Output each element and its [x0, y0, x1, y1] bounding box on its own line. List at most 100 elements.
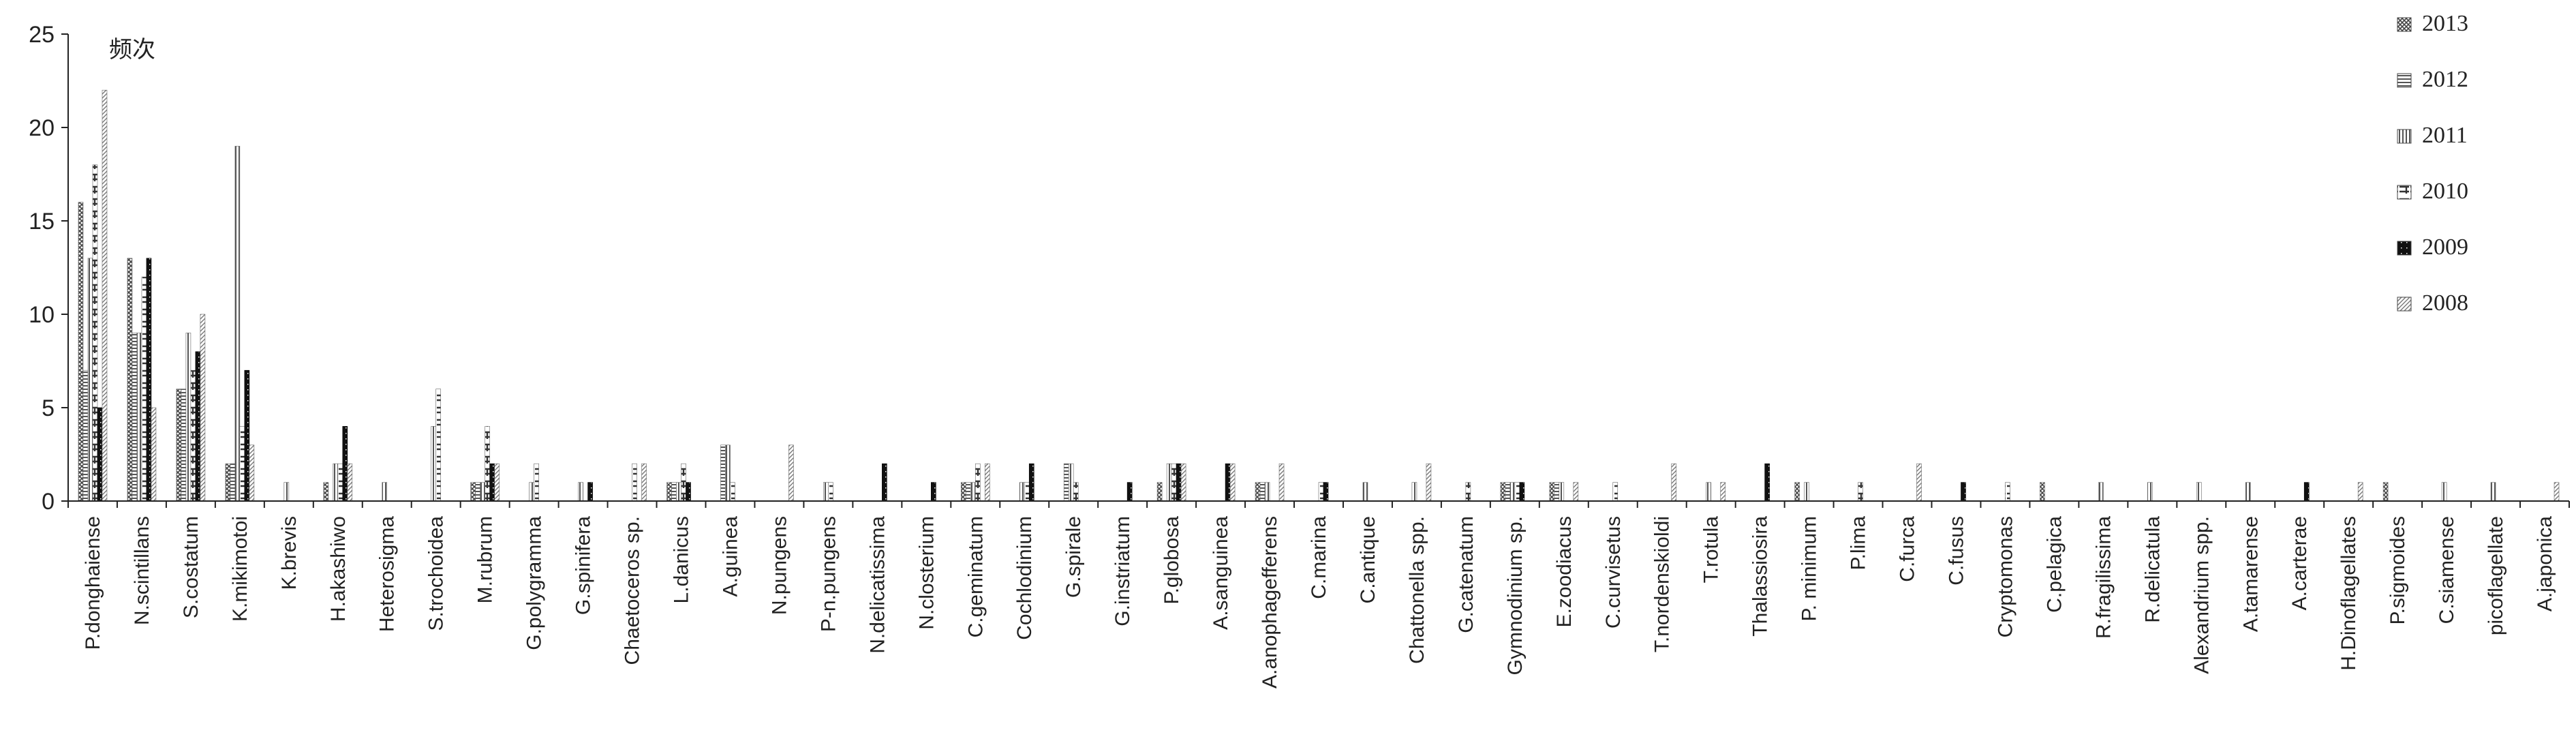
bar-2013-p-donghaiense	[78, 202, 84, 502]
bar-2010-p-n-pungens	[828, 482, 833, 502]
bar-2011-p-n-pungens	[823, 482, 829, 502]
bar-2009-c-fusus	[1961, 482, 1966, 502]
bar-2011-gymnodinium-sp	[1509, 482, 1516, 502]
x-tick-label-c-marina: C.marina	[1308, 516, 1330, 599]
bar-2011-c-antique	[1362, 482, 1368, 502]
bar-2012-p-donghaiense	[82, 369, 89, 502]
x-tick-label-t-rotula: T.rotula	[1700, 516, 1723, 584]
x-tick-label-r-delicatula: R.delicatula	[2141, 516, 2164, 623]
bar-2011-n-scintillans	[136, 333, 142, 502]
legend-label-2008: 2008	[2422, 290, 2468, 316]
x-tick-label-n-closterium: N.closterium	[915, 516, 938, 630]
x-tick-label-heterosigma: Heterosigma	[376, 516, 399, 632]
x-tick-label-a-japonica: A.japonica	[2534, 516, 2556, 611]
bar-2009-l-danicus	[686, 482, 691, 502]
bar-2012-a-anophagefferens	[1259, 482, 1266, 502]
bar-2011-e-zoodiacus	[1559, 482, 1565, 502]
x-tick-label-p-donghaiense: P.donghaiense	[82, 516, 104, 650]
x-tick-label-g-spinifera: G.spinifera	[572, 516, 595, 615]
bar-2009-a-sanguinea	[1225, 463, 1231, 502]
bar-2013-k-mikimotoi	[225, 463, 231, 502]
bar-2009-cochlodinium	[1028, 463, 1034, 502]
x-tick-label-gymnodinium-sp: Gymnodinium sp.	[1504, 516, 1527, 675]
bar-2009-n-scintillans	[146, 258, 152, 502]
x-tick-label-a-guinea: A.guinea	[719, 516, 741, 597]
bar-2011-p-minimum	[1804, 482, 1809, 502]
x-tick-label-c-geminatum: C.geminatum	[964, 516, 987, 637]
x-tick-label-a-anophagefferens: A.anophagefferens	[1259, 516, 1281, 689]
bar-2011-r-fragilissima	[2098, 482, 2104, 502]
bar-2013-a-anophagefferens	[1255, 482, 1261, 502]
bar-2010-chaetoceros-sp	[632, 463, 637, 502]
bar-2011-a-tamarense	[2245, 482, 2251, 502]
bar-2011-picoflagellate	[2490, 482, 2496, 502]
x-tick-label-g-catenatum: G.catenatum	[1455, 516, 1477, 633]
bar-2008-t-rotula	[1720, 482, 1726, 502]
bar-2013-e-zoodiacus	[1549, 482, 1555, 502]
y-tick-label: 10	[29, 302, 55, 328]
bar-2012-g-spirale	[1063, 463, 1069, 502]
bar-2010-c-marina	[1318, 482, 1324, 502]
bar-2011-k-mikimotoi	[234, 146, 241, 502]
bar-2009-gymnodinium-sp	[1519, 482, 1525, 502]
bar-2011-g-polygramma	[529, 482, 534, 502]
x-ticks: P.donghaiense N.scintillans S.costatum K.mi…	[67, 501, 2570, 689]
x-tick-label-h-akashiwo: H.akashiwo	[327, 516, 350, 622]
bar-2009-thalassiosira	[1764, 463, 1770, 502]
x-tick-label-l-danicus: L.danicus	[671, 516, 693, 603]
legend-item-2012: 2012	[2397, 67, 2468, 92]
bar-2011-heterosigma	[382, 482, 388, 502]
bar-2009-m-rubrum	[489, 463, 495, 502]
bar-2009-g-spinifera	[587, 482, 593, 502]
x-tick-label-thalassiosira: Thalassiosira	[1749, 516, 1772, 637]
bar-2010-k-mikimotoi	[239, 426, 245, 502]
bar-2011-r-delicatula	[2147, 482, 2153, 502]
bar-2012-m-rubrum	[475, 482, 480, 502]
bar-2013-p-sigmoides	[2382, 482, 2389, 502]
x-tick-label-a-sanguinea: A.sanguinea	[1210, 516, 1232, 630]
y-ticks: 0 5 10 15 20 25	[29, 22, 68, 515]
bar-2010-m-rubrum	[485, 426, 490, 502]
bar-2010-l-danicus	[681, 463, 686, 502]
bar-2010-h-akashiwo	[337, 463, 343, 502]
bar-2011-p-globosa	[1166, 463, 1172, 502]
x-tick-label-g-instriatum: G.instriatum	[1111, 516, 1134, 626]
y-tick-label: 5	[42, 395, 55, 421]
x-tick-label-p-lima: P.lima	[1847, 516, 1870, 571]
x-tick-label-k-brevis: K.brevis	[278, 516, 301, 590]
bar-2013-p-minimum	[1794, 482, 1800, 502]
bar-2011-l-danicus	[676, 482, 681, 502]
bar-2011-s-costatum	[185, 333, 191, 502]
y-tick-label: 25	[29, 22, 55, 48]
legend: 2013 2012 2011 2010 2009 2008	[2397, 11, 2468, 316]
x-tick-label-p-sigmoides: P.sigmoides	[2387, 516, 2409, 625]
bar-2008-n-scintillans	[151, 407, 157, 502]
bar-2010-c-curvisetus	[1612, 482, 1619, 502]
x-tick-label-p-minimum: P. minimum	[1798, 516, 1821, 621]
x-tick-label-n-scintillans: N.scintillans	[131, 516, 153, 625]
bar-2013-s-costatum	[176, 389, 182, 502]
x-tick-label-picoflagellate: picoflagellate	[2485, 516, 2507, 635]
legend-item-2013: 2013	[2397, 11, 2468, 36]
legend-label-2009: 2009	[2422, 235, 2468, 260]
y-tick-label: 15	[29, 209, 55, 235]
bar-2008-t-nordenskioldi	[1671, 463, 1677, 502]
x-tick-label-p-globosa: P.globosa	[1161, 516, 1183, 605]
bar-2012-gymnodinium-sp	[1505, 482, 1511, 502]
x-tick-label-m-rubrum: M.rubrum	[474, 516, 497, 603]
x-tick-label-cryptomonas: Cryptomonas	[1994, 516, 2017, 637]
x-tick-label-c-furca: C.furca	[1897, 516, 1919, 582]
bar-2010-gymnodinium-sp	[1514, 482, 1520, 502]
bar-2011-m-rubrum	[480, 482, 485, 502]
bar-2011-t-rotula	[1706, 482, 1711, 502]
bar-2008-p-globosa	[1180, 463, 1186, 502]
x-tick-label-cochlodinium: Cochlodinium	[1013, 516, 1036, 640]
bar-2012-l-danicus	[671, 482, 677, 502]
bar-2008-m-rubrum	[494, 463, 500, 502]
x-tick-label-alexandrium-spp: Alexandrium spp.	[2190, 516, 2213, 674]
x-tick-label-chaetoceros-sp: Chaetoceros sp.	[622, 516, 644, 665]
legend-swatch-2009	[2397, 241, 2412, 256]
legend-item-2010: 2010	[2397, 179, 2468, 204]
bar-2013-l-danicus	[666, 482, 672, 502]
x-tick-label-t-nordenskioldi: T.nordenskioldi	[1651, 516, 1674, 652]
